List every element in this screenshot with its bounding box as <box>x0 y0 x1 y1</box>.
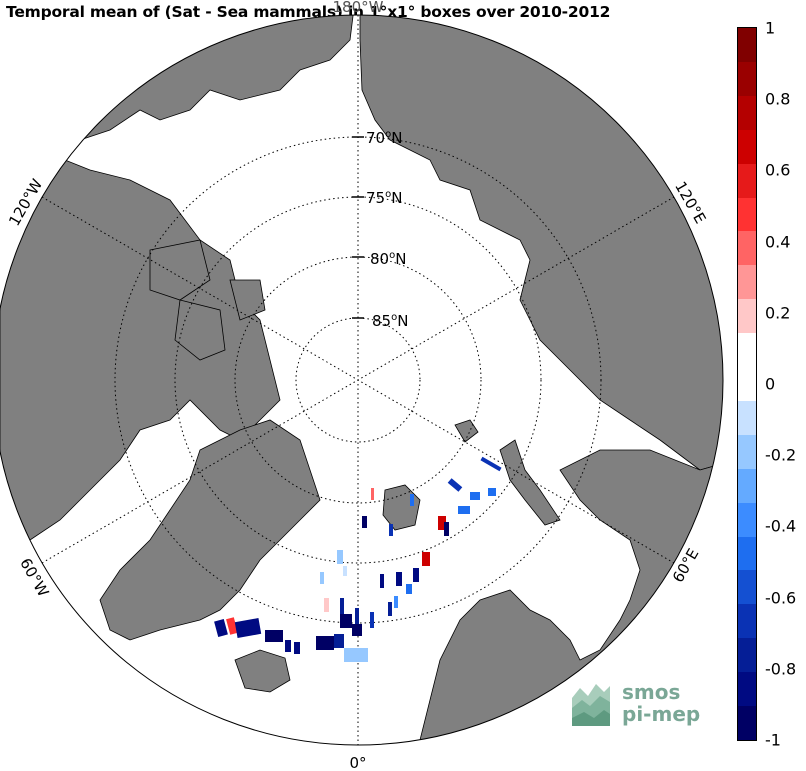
data-box <box>396 572 402 586</box>
colorbar-segment <box>738 468 756 504</box>
data-box <box>380 574 384 588</box>
data-box <box>371 488 374 500</box>
colorbar-segment <box>738 129 756 165</box>
data-box <box>470 492 480 500</box>
colorbar-tick-label: -1 <box>765 730 781 750</box>
colorbar-segment <box>738 197 756 232</box>
data-box <box>320 572 324 584</box>
data-box <box>394 596 398 608</box>
colorbar-segment <box>738 367 756 402</box>
data-box <box>410 494 414 506</box>
watermark-line1: smos <box>622 680 681 704</box>
colorbar-segment <box>738 536 756 571</box>
data-box <box>362 516 367 528</box>
colorbar-tick-label: -0.8 <box>765 659 797 679</box>
meridian-60w-120e <box>41 196 675 564</box>
colorbar-tick-label: 0.8 <box>765 89 791 109</box>
lat-circle-75 <box>174 196 542 564</box>
data-box <box>344 648 356 662</box>
data-box <box>265 630 283 642</box>
data-box <box>444 522 449 536</box>
data-box <box>324 598 329 612</box>
colorbar-tick-label: 0 <box>765 374 776 394</box>
lat-label-85: 85oN <box>372 312 408 330</box>
data-box <box>389 524 393 536</box>
data-box <box>285 640 291 652</box>
lat-circle-70 <box>114 136 602 624</box>
colorbar-segment <box>738 61 756 97</box>
data-box <box>356 648 368 662</box>
data-box <box>422 552 430 566</box>
colorbar-segment <box>738 502 756 538</box>
data-box <box>458 506 470 514</box>
data-box <box>294 642 300 654</box>
lat-label-75: 75oN <box>366 189 402 207</box>
watermark-line2: pi-mep <box>622 702 701 726</box>
land-island-2 <box>174 299 226 361</box>
lat-circle-80 <box>234 256 482 504</box>
data-box <box>413 568 419 582</box>
land-franz-josef <box>454 419 479 443</box>
watermark-logo-icon <box>572 684 610 726</box>
lon-label-bottom: 0° <box>349 754 366 771</box>
colorbar-tick-label: -0.4 <box>765 516 797 536</box>
data-box <box>447 478 463 492</box>
data-box <box>234 618 262 638</box>
land-iceland <box>234 649 291 693</box>
land-novaya-zemlya <box>499 439 561 526</box>
colorbar-segment <box>738 570 756 605</box>
land-island-3 <box>229 279 266 321</box>
colorbar-tick-label: -0.2 <box>765 445 797 465</box>
colorbar-segment <box>738 231 756 266</box>
data-box <box>388 602 392 616</box>
colorbar <box>737 27 757 741</box>
colorbar-segment <box>738 265 756 300</box>
colorbar-tick-label: 0.2 <box>765 303 791 323</box>
data-box <box>480 456 502 472</box>
lon-label-top: 180°W <box>333 0 384 16</box>
colorbar-segment <box>738 706 756 741</box>
data-box <box>337 550 343 564</box>
colorbar-segment <box>738 400 756 436</box>
smos-pimep-watermark: smos pi-mep <box>570 678 710 734</box>
data-box <box>488 488 496 496</box>
data-box <box>355 608 359 624</box>
colorbar-segment <box>738 95 756 131</box>
lat-ticks <box>352 136 364 319</box>
data-box <box>370 612 374 628</box>
colorbar-segment <box>738 672 756 707</box>
data-box <box>343 566 347 576</box>
data-box <box>214 618 228 638</box>
lat-label-70: 70oN <box>366 129 402 147</box>
data-boxes <box>214 456 502 662</box>
colorbar-segment <box>738 28 756 63</box>
land-island-1 <box>149 239 211 301</box>
colorbar-tick-label: 0.6 <box>765 160 791 180</box>
colorbar-segment <box>738 434 756 470</box>
lat-label-80: 80oN <box>370 250 406 268</box>
colorbar-tick-label: -0.6 <box>765 588 797 608</box>
data-box <box>438 516 446 530</box>
data-box <box>352 624 362 636</box>
lat-circle-85 <box>295 317 421 443</box>
chart-title: Temporal mean of (Sat - Sea mammals) in … <box>6 3 611 21</box>
colorbar-tick-label: 1 <box>765 18 776 38</box>
colorbar-tick-label: 0.4 <box>765 232 791 252</box>
land-greenland <box>99 419 321 641</box>
colorbar-segment <box>738 333 756 368</box>
map-boundary <box>0 14 724 746</box>
colorbar-segment <box>738 163 756 198</box>
data-box <box>316 636 334 650</box>
data-box <box>340 614 352 628</box>
data-box <box>226 617 238 635</box>
colorbar-segment <box>738 299 756 334</box>
data-box <box>340 598 344 614</box>
colorbar-segment <box>738 638 756 673</box>
lat-labels: 70oN 75oN 80oN 85oN <box>366 129 408 330</box>
data-box <box>334 634 344 648</box>
colorbar-segment <box>738 604 756 639</box>
data-box <box>406 584 412 594</box>
